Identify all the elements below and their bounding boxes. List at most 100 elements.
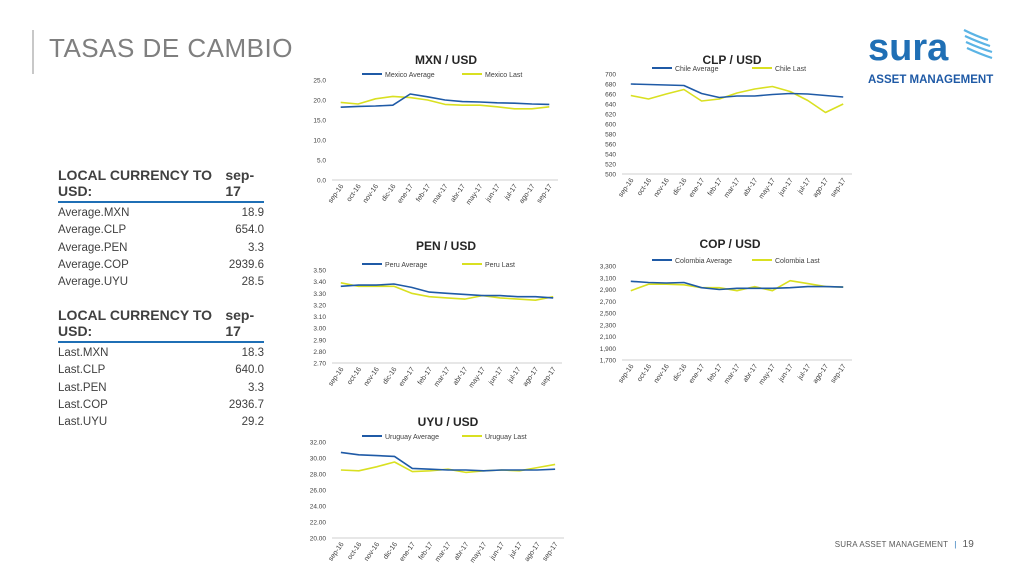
y-tick-label: 15.0 bbox=[313, 118, 326, 125]
row-value: 28.5 bbox=[241, 276, 264, 289]
y-tick-label: 30.00 bbox=[310, 456, 327, 463]
x-tick-label: ene-17 bbox=[398, 366, 416, 388]
y-tick-label: 580 bbox=[605, 132, 616, 139]
row-value: 640.0 bbox=[235, 364, 264, 377]
x-tick-label: oct-16 bbox=[346, 366, 363, 386]
average-rates-table: LOCAL CURRENCY TO USD: sep-17 Average.MX… bbox=[58, 167, 264, 291]
y-tick-label: 2,700 bbox=[600, 299, 617, 306]
x-tick-label: sep-17 bbox=[830, 363, 848, 385]
y-tick-label: 20.0 bbox=[313, 98, 326, 105]
series-line-last bbox=[340, 461, 556, 474]
x-tick-label: may-17 bbox=[758, 177, 777, 200]
series-line-last bbox=[630, 85, 844, 114]
x-tick-label: sep-17 bbox=[830, 177, 848, 199]
x-tick-label: ago-17 bbox=[524, 541, 542, 563]
x-tick-label: may-17 bbox=[468, 366, 487, 389]
x-tick-label: nov-16 bbox=[653, 177, 671, 199]
chart-title: CLP / USD bbox=[702, 53, 761, 67]
x-tick-label: sep-16 bbox=[327, 183, 345, 205]
x-tick-label: sep-16 bbox=[327, 366, 345, 388]
table-header: LOCAL CURRENCY TO USD: sep-17 bbox=[58, 307, 264, 343]
y-tick-label: 700 bbox=[605, 72, 616, 79]
y-tick-label: 26.00 bbox=[310, 488, 327, 495]
row-label: Last.MXN bbox=[58, 347, 109, 359]
chart-title: PEN / USD bbox=[416, 239, 476, 253]
mxn-usd-chart: MXN / USD Mexico Average Mexico Last 0.0 5.0… bbox=[313, 53, 558, 206]
x-tick-label: ago-17 bbox=[812, 177, 830, 199]
x-tick-label: sep-16 bbox=[328, 541, 346, 563]
x-tick-label: mar-17 bbox=[434, 541, 453, 563]
x-tick-label: abr-17 bbox=[453, 541, 470, 562]
y-tick-label: 3.20 bbox=[313, 302, 326, 309]
uyu-usd-chart: UYU / USD Uruguay Average Uruguay Last 20.0… bbox=[310, 415, 564, 564]
footer: SURA ASSET MANAGEMENT | 19 bbox=[835, 539, 974, 550]
y-tick-label: 600 bbox=[605, 122, 616, 129]
y-tick-label: 22.00 bbox=[310, 520, 327, 527]
legend-label: Uruguay Last bbox=[485, 434, 527, 441]
series-line-last bbox=[340, 282, 554, 301]
x-tick-label: ene-17 bbox=[397, 183, 415, 205]
x-tick-label: jul-17 bbox=[796, 177, 812, 196]
row-label: Average.MXN bbox=[58, 207, 130, 219]
y-tick-label: 2.70 bbox=[313, 361, 326, 368]
table-row: Average.MXN 18.9 bbox=[58, 205, 264, 222]
row-value: 18.9 bbox=[241, 207, 264, 219]
y-tick-label: 500 bbox=[605, 172, 616, 179]
series-line-average bbox=[630, 83, 844, 99]
table-header: LOCAL CURRENCY TO USD: sep-17 bbox=[58, 167, 264, 203]
x-tick-label: oct-16 bbox=[636, 177, 653, 197]
x-tick-label: oct-16 bbox=[636, 363, 653, 383]
x-tick-label: jul-17 bbox=[503, 183, 519, 202]
x-tick-label: jun-17 bbox=[777, 363, 795, 384]
y-tick-label: 1,900 bbox=[600, 346, 617, 353]
y-tick-label: 640 bbox=[605, 102, 616, 109]
y-tick-label: 2.90 bbox=[313, 337, 326, 344]
x-tick-label: feb-17 bbox=[418, 541, 435, 561]
y-tick-label: 3.40 bbox=[313, 279, 326, 286]
x-tick-label: feb-17 bbox=[707, 177, 724, 197]
x-tick-label: ene-17 bbox=[399, 541, 417, 563]
table-row: Average.COP 2939.6 bbox=[58, 257, 264, 274]
chart-title: COP / USD bbox=[699, 237, 760, 251]
x-tick-label: mar-17 bbox=[433, 366, 452, 388]
legend-label: Chile Average bbox=[675, 66, 719, 73]
x-tick-label: sep-16 bbox=[617, 177, 635, 199]
row-label: Last.COP bbox=[58, 398, 108, 411]
x-tick-label: abr-17 bbox=[742, 177, 759, 198]
x-tick-label: feb-17 bbox=[417, 366, 434, 386]
x-tick-label: may-17 bbox=[758, 363, 777, 386]
title-accent-line bbox=[32, 30, 34, 74]
y-tick-label: 680 bbox=[605, 82, 616, 89]
x-tick-label: jul-17 bbox=[796, 363, 812, 382]
y-tick-label: 3.10 bbox=[313, 314, 326, 321]
x-tick-label: sep-16 bbox=[617, 363, 635, 385]
x-tick-label: jun-17 bbox=[489, 541, 507, 562]
y-tick-label: 2,100 bbox=[600, 334, 617, 341]
logo-subtext: ASSET MANAGEMENT bbox=[868, 74, 993, 86]
row-label: Average.COP bbox=[58, 258, 129, 271]
row-label: Average.UYU bbox=[58, 276, 129, 289]
row-label: Average.PEN bbox=[58, 241, 128, 254]
x-tick-label: nov-16 bbox=[363, 366, 381, 388]
x-tick-label: ago-17 bbox=[518, 183, 536, 205]
series-line-average bbox=[340, 283, 554, 299]
series-line-last bbox=[340, 95, 550, 110]
y-tick-label: 2.80 bbox=[313, 349, 326, 356]
y-tick-label: 1,700 bbox=[600, 358, 617, 365]
y-tick-label: 2,500 bbox=[600, 311, 617, 318]
x-tick-label: mar-17 bbox=[723, 177, 742, 199]
y-tick-label: 3.50 bbox=[313, 268, 326, 275]
row-value: 3.3 bbox=[248, 381, 264, 394]
x-tick-label: jul-17 bbox=[508, 541, 524, 560]
x-tick-label: jun-17 bbox=[777, 177, 795, 198]
x-tick-label: ene-17 bbox=[688, 363, 706, 385]
y-tick-label: 25.0 bbox=[313, 78, 326, 85]
legend-label: Mexico Average bbox=[385, 72, 435, 79]
legend-label: Colombia Last bbox=[775, 258, 820, 265]
series-line-average bbox=[340, 451, 556, 472]
x-tick-label: mar-17 bbox=[723, 363, 742, 385]
x-tick-label: nov-16 bbox=[653, 363, 671, 385]
row-value: 2939.6 bbox=[228, 258, 264, 271]
y-tick-label: 2,300 bbox=[600, 322, 617, 329]
